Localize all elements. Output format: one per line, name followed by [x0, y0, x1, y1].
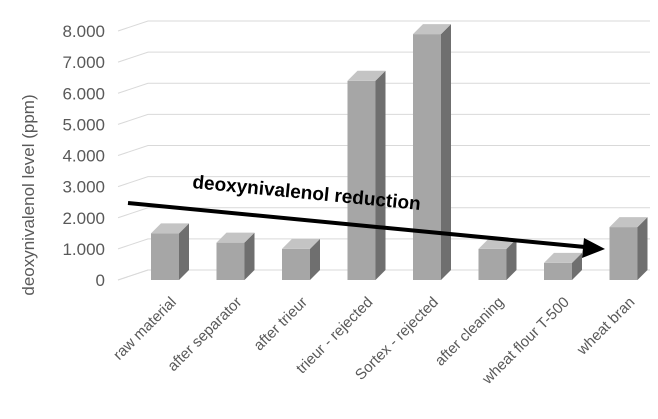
bar-top: [413, 24, 451, 35]
y-tick-label: 1.000: [62, 240, 105, 259]
bar-top: [151, 223, 189, 234]
y-tick-label: 4.000: [62, 147, 105, 166]
bar-top: [347, 70, 386, 81]
x-tick-label: raw material: [110, 294, 180, 364]
gridline: [117, 20, 650, 32]
y-axis-ticks: 0 1.000 2.000 3.000 4.000 5.000 6.000 7.000 8.00…: [62, 22, 105, 290]
x-tick-label: after trieur: [250, 294, 310, 354]
bar: [216, 232, 255, 280]
reduction-annotation: deoxynivalenol reduction: [192, 172, 422, 215]
bar-top: [216, 232, 255, 243]
bar: [282, 238, 320, 280]
reduction-arrow-head: [582, 238, 605, 258]
bar: [347, 70, 386, 280]
bar-side: [179, 223, 189, 280]
y-tick-label: 5.000: [62, 115, 105, 134]
gridline: [117, 145, 650, 156]
gridline: [117, 82, 650, 94]
bar-side: [244, 232, 255, 280]
y-tick-label: 8.000: [62, 22, 105, 41]
bar-side: [572, 252, 582, 280]
bar-top: [609, 217, 648, 228]
gridlines: [117, 20, 650, 281]
y-tick-label: 7.000: [62, 53, 105, 72]
bar-front: [544, 262, 572, 280]
bar: [544, 252, 582, 280]
bar-front: [282, 248, 310, 280]
bar-top: [544, 252, 582, 263]
bar-top: [282, 238, 320, 249]
bars: [151, 24, 648, 280]
bar-side: [375, 70, 386, 280]
x-tick-label: wheat bran: [573, 294, 638, 359]
bar-side: [441, 24, 451, 280]
y-tick-label: 0: [96, 271, 105, 290]
bar: [151, 223, 189, 280]
y-tick-label: 2.000: [62, 209, 105, 228]
bar-front: [609, 227, 638, 280]
bar-front: [216, 242, 245, 280]
bar-front: [478, 248, 507, 280]
y-axis-label: deoxynivalenol level (ppm): [19, 94, 38, 295]
y-tick-label: 6.000: [62, 84, 105, 103]
floor-edge: [117, 269, 149, 281]
bar-front: [151, 233, 179, 280]
gridline: [117, 207, 650, 219]
reduction-arrow-line: [127, 201, 586, 249]
bar: [609, 217, 648, 280]
bar-side: [637, 217, 648, 280]
gridline: [117, 176, 650, 188]
gridline: [117, 51, 650, 63]
bar: [413, 24, 451, 280]
bar-side: [506, 238, 517, 280]
bar: [478, 238, 517, 280]
reduction-arrow: [127, 201, 605, 258]
y-tick-label: 3.000: [62, 178, 105, 197]
bar-side: [310, 238, 320, 280]
bar-front: [347, 80, 376, 280]
gridline: [117, 113, 650, 125]
bar-front: [413, 34, 441, 280]
